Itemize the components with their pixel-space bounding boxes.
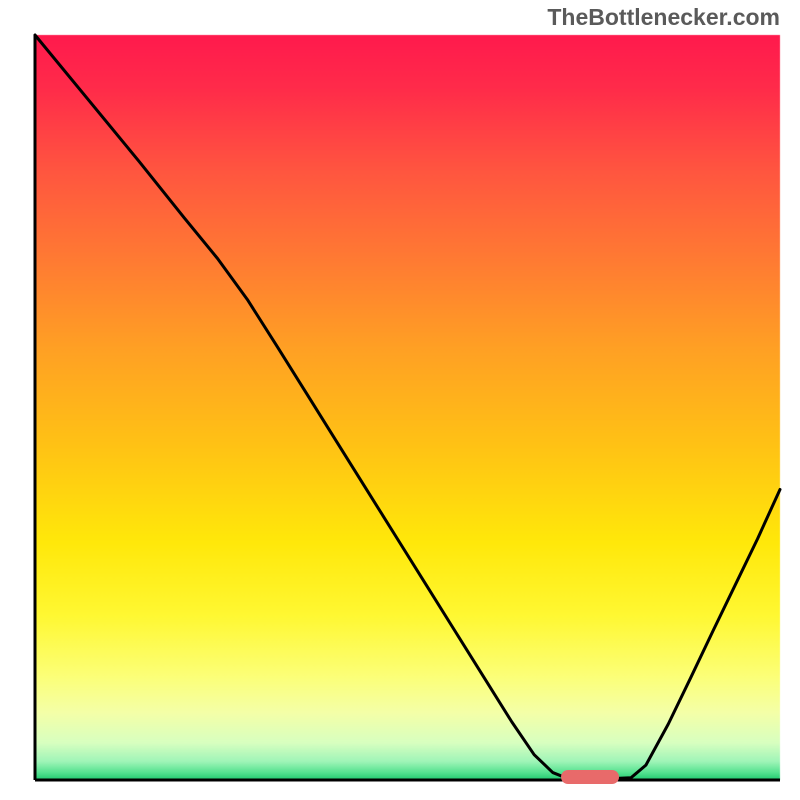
bottleneck-curve — [35, 35, 780, 779]
optimal-marker — [561, 770, 619, 784]
chart-overlay — [0, 0, 800, 800]
chart-root: TheBottlenecker.com — [0, 0, 800, 800]
watermark-text: TheBottlenecker.com — [547, 4, 780, 31]
